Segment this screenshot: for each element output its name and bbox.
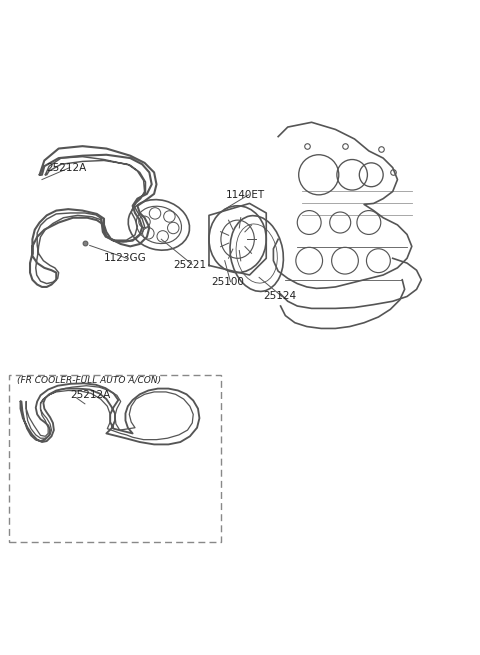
- Text: 25212A: 25212A: [47, 162, 87, 173]
- Text: (FR COOLER-FULL AUTO A/CON): (FR COOLER-FULL AUTO A/CON): [17, 377, 161, 385]
- Text: 1123GG: 1123GG: [104, 253, 147, 263]
- Text: 25100: 25100: [211, 276, 244, 287]
- Text: 25221: 25221: [173, 259, 206, 269]
- Text: 25124: 25124: [263, 291, 296, 301]
- Text: 1140ET: 1140ET: [226, 190, 265, 200]
- Text: 25212A: 25212A: [71, 390, 111, 400]
